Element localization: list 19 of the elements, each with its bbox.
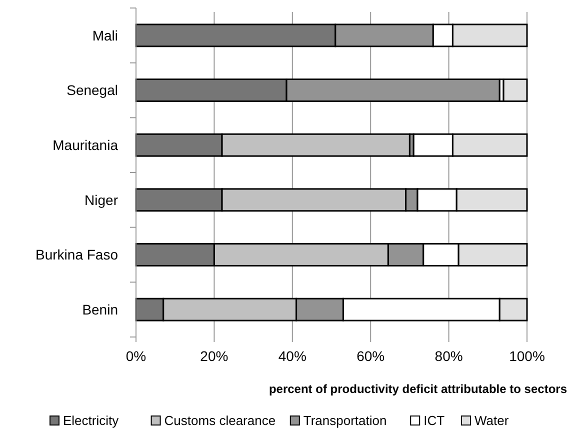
legend-label: Electricity: [63, 413, 120, 428]
y-tick-label: Mauritania: [52, 136, 118, 153]
x-tick-label: 40%: [278, 348, 306, 364]
legend-label: Transportation: [303, 413, 387, 428]
x-tick-label: 100%: [509, 348, 545, 364]
bar: [502, 78, 528, 102]
x-tick-label: 80%: [434, 348, 463, 364]
x-tick-label: 0%: [126, 348, 146, 364]
legend-label: ICT: [424, 413, 445, 428]
legend-label: Water: [474, 413, 510, 428]
y-tick-label: Mali: [92, 27, 118, 44]
x-tick-label: 20%: [200, 348, 228, 364]
x-tick-label: 60%: [356, 348, 385, 364]
y-tick-label: Benin: [82, 301, 118, 318]
y-tick-label: Burkina Faso: [36, 246, 118, 263]
y-tick-label: Senegal: [66, 82, 118, 98]
legend-label: Customs clearance: [164, 413, 276, 428]
x-axis-title: percent of productivity deficit attributable to sectors: [268, 382, 568, 396]
y-tick-label: Niger: [84, 192, 118, 208]
